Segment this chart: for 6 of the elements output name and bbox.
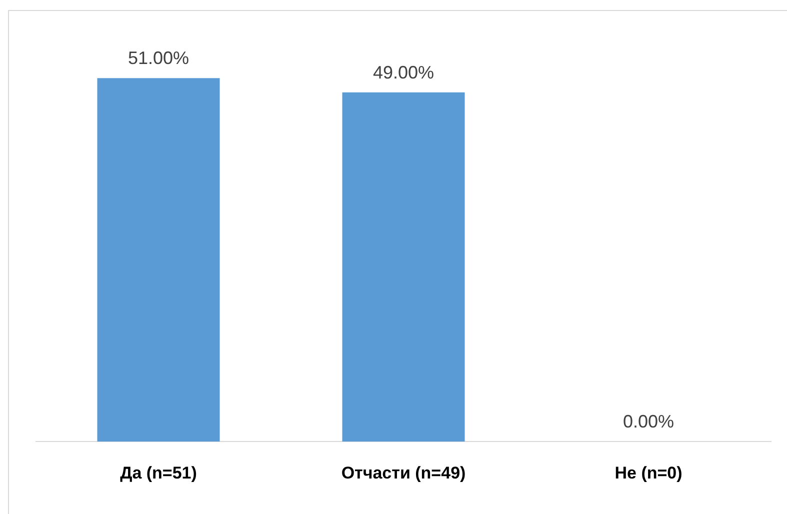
x-tick-label: Не (n=0) bbox=[614, 463, 682, 482]
data-label: 0.00% bbox=[622, 412, 674, 432]
data-label: 51.00% bbox=[128, 48, 190, 68]
x-tick-label: Отчасти (n=49) bbox=[341, 463, 466, 482]
x-tick-label: Да (n=51) bbox=[120, 463, 197, 482]
data-label: 49.00% bbox=[372, 62, 434, 82]
